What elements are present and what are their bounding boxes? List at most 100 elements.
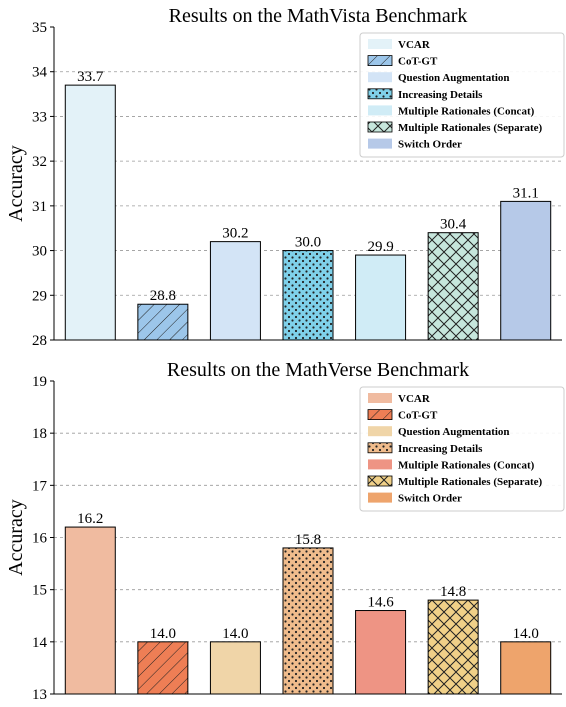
bar-5 [355,254,407,341]
data-label: 14.0 [150,626,176,642]
legend-swatch-outline [367,121,393,133]
legend-label: Multiple Rationales (Separate) [398,476,543,488]
legend-item: Multiple Rationales (Concat) [368,459,535,471]
data-label: 16.2 [77,511,103,527]
y-tick-label: 31 [32,199,47,215]
y-tick-label: 33 [32,109,47,125]
bar-4 [282,547,334,695]
legend-label: VCAR [398,39,431,51]
y-tick-label: 17 [32,478,48,494]
legend-swatch [368,492,392,503]
legend-swatch-outline [367,475,393,487]
bar-5 [355,610,407,695]
chart-title: Results on the MathVerse Benchmark [167,359,469,381]
legend-swatch-outline [367,55,393,66]
legend-label: Increasing Details [398,89,483,101]
bar-7 [500,641,552,695]
chart-panel-2: Results on the MathVerse Benchmark Accura… [5,359,565,703]
legend-box [359,386,565,512]
legend-swatch-hatch [368,442,392,453]
legend-swatch-outline [367,442,393,454]
legend-swatch-hatch [368,122,392,132]
data-label: 14.0 [222,626,248,642]
data-label: 14.0 [513,626,539,642]
data-label: 30.2 [222,226,248,242]
y-tick-label: 34 [32,65,48,81]
legend-swatch-hatch [368,409,392,420]
y-tick-label: 19 [32,374,47,390]
y-tick-label: 18 [32,426,47,442]
y-tick-label: 28 [32,333,47,349]
bar-2 [137,303,189,341]
legend-label: Question Augmentation [398,72,510,84]
legend-item: Multiple Rationales (Separate) [367,475,543,488]
legend-swatch [368,426,392,437]
bar-4 [282,250,334,341]
y-tick-label: 14 [32,635,48,651]
legend-box [359,32,565,158]
legend-label: Increasing Details [398,443,483,455]
legend-item: CoT-GT [367,409,438,422]
legend-item: Increasing Details [367,88,483,101]
legend-swatch-outline [367,409,393,421]
y-tick-label: 30 [32,244,47,260]
legend-swatch-hatch [368,88,392,99]
legend-item: Multiple Rationales (Separate) [367,121,543,134]
legend-label: Multiple Rationales (Concat) [398,459,535,471]
legend-label: Multiple Rationales (Concat) [398,105,535,117]
data-label: 31.1 [513,185,539,201]
bar-hatch [428,600,479,694]
legend-item: Switch Order [368,492,462,505]
legend-swatch-hatch [368,55,392,66]
y-tick-label: 35 [32,20,47,36]
legend-label: Question Augmentation [398,426,510,438]
legend-item: Question Augmentation [368,72,510,84]
legend-item: Multiple Rationales (Concat) [368,105,535,117]
chart-panel-1: Results on the MathVista Benchmark Accura… [5,5,565,349]
y-axis-label: Accuracy [5,145,27,222]
bar-fill [500,201,551,340]
legend-item: VCAR [368,393,431,405]
legend-swatch [368,105,392,116]
bar-hatch [428,232,479,340]
bar-fill [500,641,551,694]
y-tick-label: 29 [32,288,47,304]
bar-3 [209,641,261,695]
data-label: 33.7 [77,69,104,85]
legend-swatch [368,459,392,470]
legend-item: Question Augmentation [368,426,510,438]
bar-2 [137,641,189,695]
bar-fill [210,241,261,340]
data-label: 29.9 [367,239,393,255]
legend: VCAR CoT-GT Question Augmentation Increasin… [359,32,565,158]
legend-label: Multiple Rationales (Separate) [398,122,543,134]
bar-hatch [283,250,333,340]
bar-hatch [137,641,188,694]
legend-label: VCAR [398,393,431,405]
data-label: 15.8 [295,532,321,548]
bar-hatch [137,304,188,340]
bar-1 [64,84,116,341]
legend-swatch [368,39,392,49]
data-label: 28.8 [150,288,176,304]
bar-hatch [283,547,333,694]
legend-item: Switch Order [368,138,462,151]
bar-fill [65,527,116,694]
bar-3 [209,241,261,341]
legend-swatch [368,72,392,83]
bar-6 [427,599,479,695]
y-axis-label: Accuracy [5,499,27,576]
legend-label: CoT-GT [398,56,438,68]
y-tick-label: 32 [32,154,47,170]
bar-fill [355,610,406,694]
legend-swatch-hatch [368,476,392,486]
legend-swatch [368,138,392,149]
legend-swatch [368,393,392,403]
chart-title: Results on the MathVista Benchmark [169,5,468,27]
data-label: 30.0 [295,235,321,251]
legend-item: CoT-GT [367,55,438,68]
bar-7 [500,200,552,341]
bar-fill [355,255,406,340]
